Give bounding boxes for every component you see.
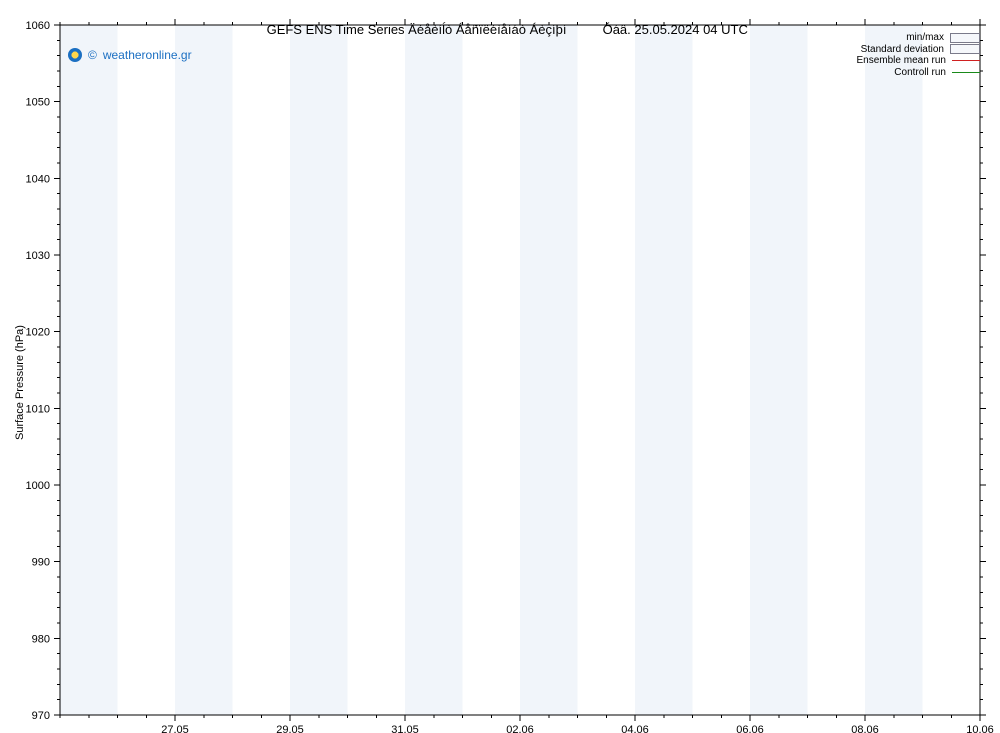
legend-item: Controll run: [857, 67, 981, 79]
svg-text:1050: 1050: [26, 97, 50, 109]
legend-swatch: [950, 33, 980, 43]
svg-text:1000: 1000: [26, 480, 50, 492]
legend-item: Ensemble mean run: [857, 55, 981, 67]
watermark-text: weatheronline.gr: [103, 48, 192, 62]
watermark-prefix: ©: [88, 48, 97, 62]
legend: min/maxStandard deviationEnsemble mean r…: [857, 32, 981, 78]
legend-label: Ensemble mean run: [857, 55, 947, 67]
svg-text:980: 980: [32, 633, 50, 645]
svg-text:970: 970: [32, 710, 50, 722]
watermark: © weatheronline.gr: [68, 48, 192, 62]
svg-text:990: 990: [32, 557, 50, 569]
svg-text:1010: 1010: [26, 403, 50, 415]
chart-title: GEFS ENS Time Series Äéåèíĺò Áåñïëéìåíáò…: [0, 7, 1000, 52]
watermark-icon: [68, 48, 82, 62]
svg-text:08.06: 08.06: [851, 724, 879, 733]
chart-canvas: 970980990100010101020103010401050106027.…: [0, 0, 1000, 733]
legend-item: Standard deviation: [857, 44, 981, 56]
svg-text:04.06: 04.06: [621, 724, 649, 733]
svg-text:27.05: 27.05: [161, 724, 189, 733]
svg-text:1040: 1040: [26, 173, 50, 185]
legend-swatch: [952, 72, 980, 73]
chart-container: 970980990100010101020103010401050106027.…: [0, 0, 1000, 733]
svg-text:02.06: 02.06: [506, 724, 534, 733]
legend-swatch: [950, 44, 980, 54]
legend-swatch: [952, 60, 980, 61]
svg-text:29.05: 29.05: [276, 724, 304, 733]
legend-item: min/max: [857, 32, 981, 44]
svg-text:31.05: 31.05: [391, 724, 419, 733]
legend-label: Standard deviation: [861, 44, 944, 56]
svg-text:1030: 1030: [26, 250, 50, 262]
svg-text:06.06: 06.06: [736, 724, 764, 733]
legend-label: min/max: [906, 32, 944, 44]
svg-text:10.06: 10.06: [966, 724, 994, 733]
chart-title-left: GEFS ENS Time Series Äéåèíĺò Áåñïëéìåíáò…: [267, 22, 567, 37]
svg-text:1020: 1020: [26, 327, 50, 339]
legend-label: Controll run: [894, 67, 946, 79]
chart-title-right: Óáâ. 25.05.2024 04 UTC: [603, 22, 748, 37]
y-axis-label: Surface Pressure (hPa): [14, 325, 26, 440]
